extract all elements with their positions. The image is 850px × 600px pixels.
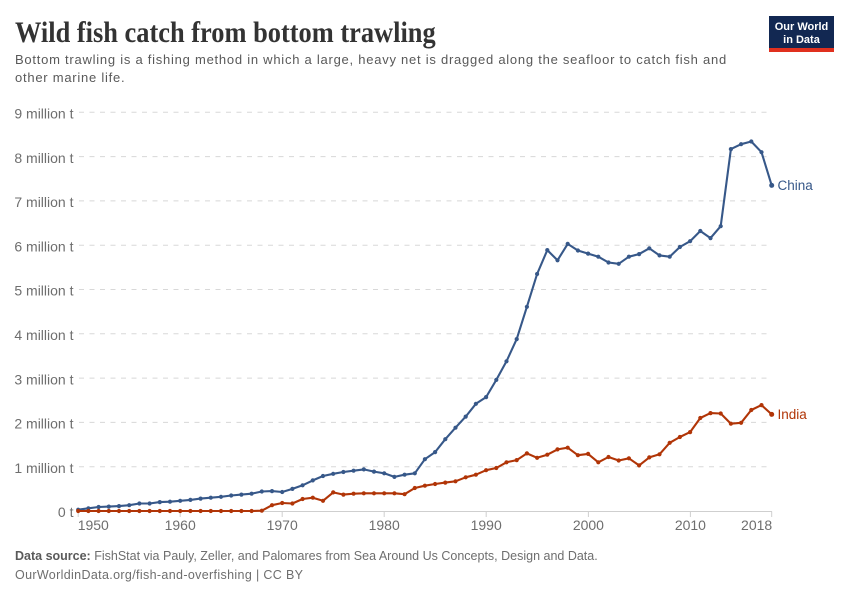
svg-text:8 million t: 8 million t (14, 150, 73, 166)
svg-text:2 million t: 2 million t (14, 416, 73, 432)
svg-text:4 million t: 4 million t (14, 327, 73, 343)
svg-text:2010: 2010 (675, 517, 706, 533)
svg-text:1960: 1960 (165, 517, 196, 533)
svg-text:5 million t: 5 million t (14, 283, 73, 299)
svg-text:6 million t: 6 million t (14, 238, 73, 254)
svg-text:1990: 1990 (471, 517, 502, 533)
svg-text:7 million t: 7 million t (14, 194, 73, 210)
svg-text:1980: 1980 (369, 517, 400, 533)
svg-text:China: China (778, 178, 814, 193)
svg-text:0 t: 0 t (58, 504, 74, 520)
svg-text:3 million t: 3 million t (14, 371, 73, 387)
svg-text:1950: 1950 (78, 517, 109, 533)
svg-text:1970: 1970 (267, 517, 298, 533)
svg-text:2018: 2018 (741, 517, 772, 533)
svg-text:2000: 2000 (573, 517, 604, 533)
svg-text:1 million t: 1 million t (14, 460, 73, 476)
svg-text:9 million t: 9 million t (14, 106, 73, 122)
svg-text:India: India (778, 407, 808, 422)
